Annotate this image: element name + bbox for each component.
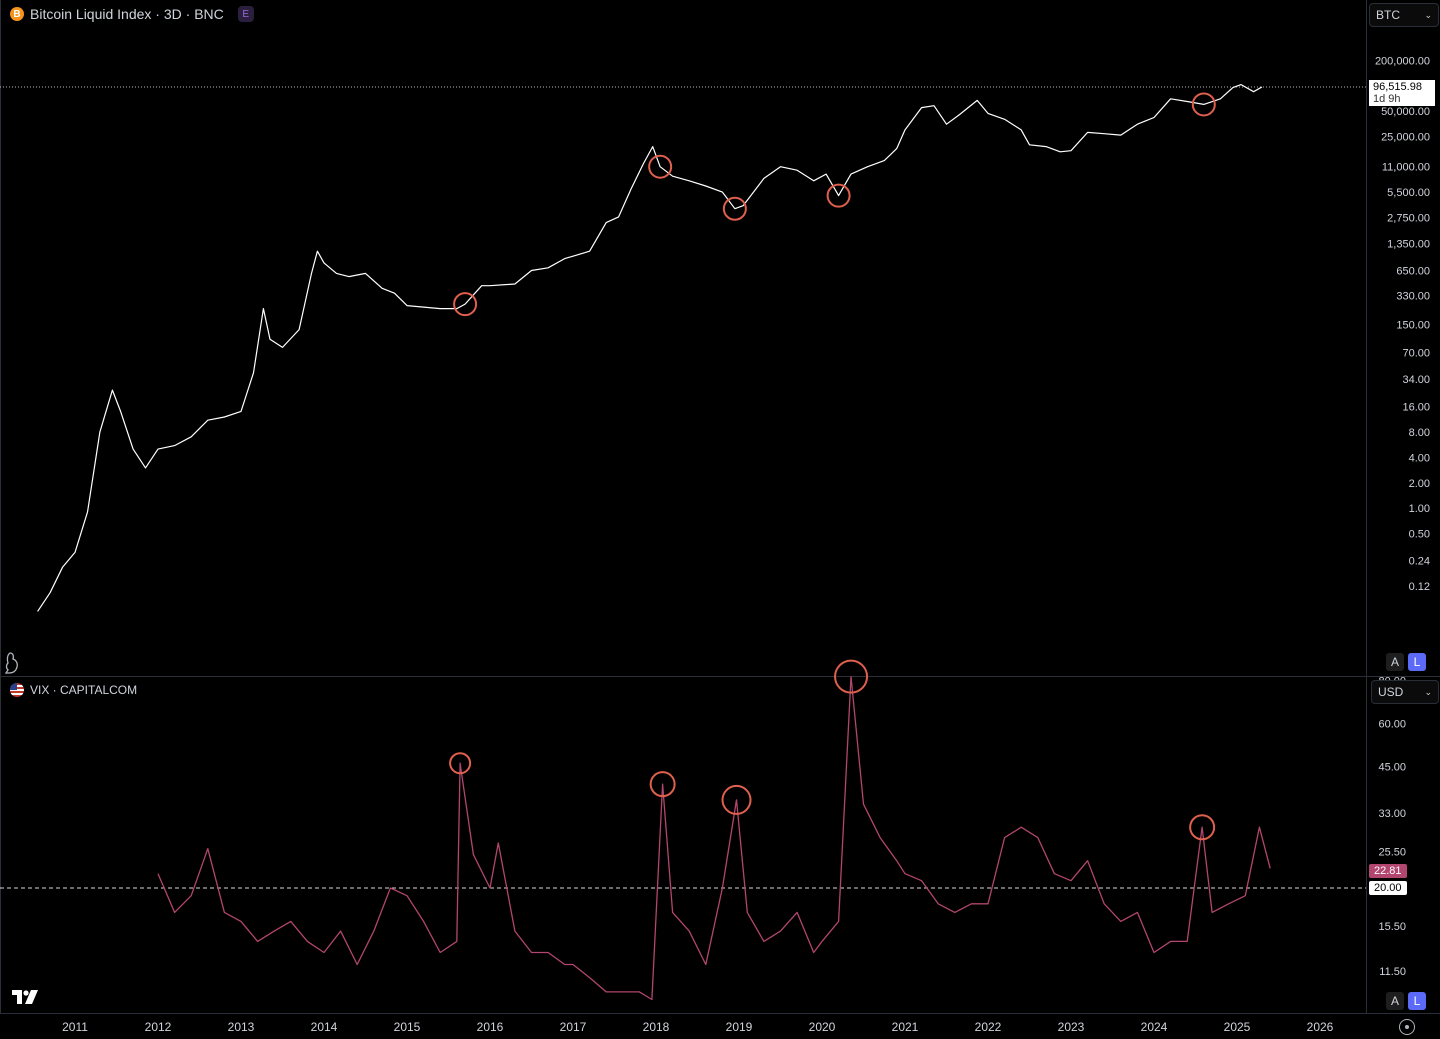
vix-axis-tick: 45.00 (1378, 762, 1406, 774)
price-axis-tick: 25,000.00 (1381, 132, 1430, 144)
exchange-badge[interactable]: E (237, 6, 254, 22)
time-axis-tick: 2011 (62, 1020, 88, 1034)
price-bottom-circle (1191, 92, 1216, 117)
last-price-label: 96,515.98 1d 9h (1369, 80, 1435, 106)
vix-spike-circle (449, 752, 472, 775)
price-axis-tick: 34.00 (1402, 374, 1430, 386)
btc-price-series (37, 83, 1263, 612)
price-axis-tick: 8.00 (1409, 427, 1430, 439)
bitcoin-coin-icon: B (10, 7, 24, 21)
vix-spike-circle (649, 771, 676, 798)
vix-axis-tick: 11.50 (1379, 966, 1406, 978)
vix-auto-scale-button[interactable]: A (1386, 992, 1404, 1010)
vix-last-value-label: 22.81 (1369, 864, 1407, 878)
vix-axis-tick: 25.50 (1378, 847, 1406, 859)
time-axis-tick: 2023 (1058, 1020, 1085, 1034)
vix-axis-tick: 15.50 (1378, 921, 1406, 933)
time-axis-tick: 2024 (1141, 1020, 1168, 1034)
vix-axis-tick: 60.00 (1378, 718, 1406, 730)
last-price-value: 96,515.98 (1373, 81, 1422, 93)
time-axis-tick: 2022 (975, 1020, 1002, 1034)
chevron-down-icon: ⌄ (1424, 9, 1432, 20)
vix-legend[interactable]: VIX · CAPITALCOM (10, 683, 137, 697)
price-bottom-circle (826, 183, 851, 208)
currency-select-btc-label: BTC (1376, 8, 1400, 22)
chevron-down-icon: ⌄ (1424, 686, 1432, 697)
price-axis-tick: 0.50 (1409, 529, 1430, 541)
vix-series (157, 675, 1271, 1001)
time-axis-tick: 2015 (394, 1020, 421, 1034)
time-axis-tick: 2019 (726, 1020, 753, 1034)
price-axis-tick: 16.00 (1402, 402, 1430, 414)
tradingview-logo-icon[interactable] (12, 988, 40, 1009)
time-axis-tick: 2014 (311, 1020, 338, 1034)
price-axis-tick: 0.24 (1409, 556, 1430, 568)
price-axis-tick: 2,750.00 (1387, 213, 1430, 225)
vix-spike-circle (834, 659, 869, 694)
price-axis-tick: 50,000.00 (1381, 106, 1430, 118)
currency-select-usd-label: USD (1378, 685, 1404, 699)
price-axis-tick: 2.00 (1409, 478, 1430, 490)
annotation-circles (449, 92, 1216, 841)
price-axis-tick: 70.00 (1402, 347, 1430, 359)
time-axis-ticks: 2011 2012 2013 2014 2015 2016 2017 2018 2019 2020… (62, 1020, 1334, 1034)
price-axis-tick: 1,350.00 (1387, 239, 1430, 251)
btc-price-line (37, 83, 1263, 612)
price-axis-ticks: 200,000.00 50,000.00 25,000.00 11,000.00 5,5… (1375, 55, 1430, 593)
bar-countdown: 1d 9h (1373, 93, 1401, 105)
time-axis-tick: 2018 (643, 1020, 670, 1034)
price-axis-tick: 5,500.00 (1387, 187, 1430, 199)
currency-select-usd[interactable]: USD ⌄ (1371, 680, 1439, 704)
price-axis-tick: 200,000.00 (1375, 55, 1430, 67)
time-axis-tick: 2017 (560, 1020, 587, 1034)
vix-axis-tick: 33.00 (1378, 808, 1406, 820)
vix-line (157, 675, 1271, 1001)
price-axis-tick: 1.00 (1409, 503, 1430, 515)
vix-spike-circle (1189, 814, 1216, 841)
time-axis-tick: 2026 (1307, 1020, 1334, 1034)
price-axis-tick: 0.12 (1409, 581, 1430, 593)
time-axis-tick: 2025 (1224, 1020, 1251, 1034)
time-axis-tick: 2016 (477, 1020, 504, 1034)
time-axis-tick: 2013 (228, 1020, 255, 1034)
price-axis-tick: 4.00 (1409, 452, 1430, 464)
gear-icon[interactable] (1399, 1019, 1415, 1035)
price-bottom-circle (648, 154, 673, 179)
log-scale-button[interactable]: L (1408, 653, 1426, 671)
vix-ref-value-label: 20.00 (1369, 881, 1407, 895)
vix-spike-circle (721, 784, 752, 815)
time-axis-tick: 2020 (809, 1020, 836, 1034)
vix-log-scale-button[interactable]: L (1408, 992, 1426, 1010)
price-axis-tick: 330.00 (1396, 290, 1430, 302)
price-bottom-circle (453, 292, 478, 317)
time-axis-tick: 2012 (145, 1020, 172, 1034)
currency-select-btc[interactable]: BTC ⌄ (1369, 3, 1439, 27)
symbol-title[interactable]: Bitcoin Liquid Index · 3D · BNC (30, 6, 224, 22)
main-legend[interactable]: B Bitcoin Liquid Index · 3D · BNC E (10, 6, 254, 22)
us-flag-icon (10, 683, 24, 697)
price-axis-tick: 150.00 (1396, 319, 1430, 331)
auto-scale-button[interactable]: A (1386, 653, 1404, 671)
time-axis-tick: 2021 (892, 1020, 919, 1034)
price-bottom-circle (722, 196, 747, 221)
drawing-cursor-icon[interactable] (4, 652, 20, 674)
vix-title[interactable]: VIX · CAPITALCOM (30, 683, 138, 697)
price-axis-tick: 650.00 (1396, 266, 1430, 278)
price-axis-tick: 11,000.00 (1382, 162, 1430, 174)
